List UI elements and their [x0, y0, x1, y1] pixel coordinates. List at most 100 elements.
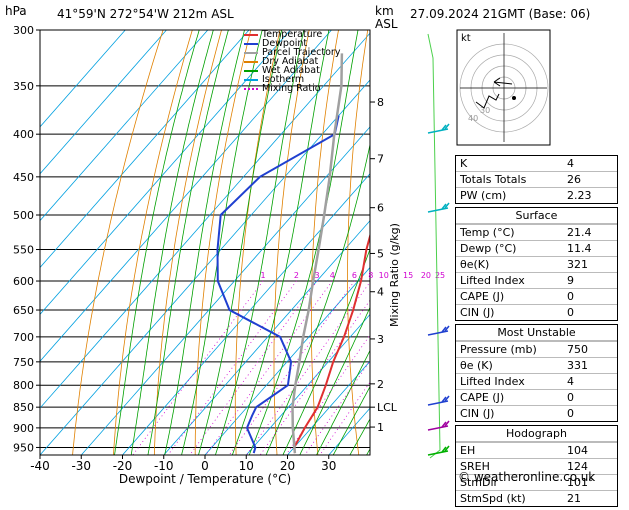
legend-swatch [244, 34, 258, 36]
hodograph-ring-label: 40 [468, 114, 478, 123]
row-value: 11.4 [567, 241, 613, 256]
mixing-ratio-label: 20 [421, 271, 431, 280]
wet-adiabat-line [115, 30, 200, 455]
pressure-tick-label: 850 [13, 401, 34, 414]
wind-staff [428, 34, 440, 458]
pressure-tick-label: 500 [13, 209, 34, 222]
mixing-ratio-label: 2 [294, 271, 299, 280]
km-tick-label: 8 [377, 96, 384, 109]
storm-marker [512, 96, 516, 100]
legend-swatch [244, 70, 258, 72]
dry-adiabat-line [417, 30, 441, 455]
row-value: 21.4 [567, 225, 613, 240]
table-row: EH 104 [456, 442, 617, 458]
row-label: CIN (J) [460, 406, 494, 421]
km-tick-label: 2 [377, 378, 384, 391]
row-value: 0 [567, 406, 613, 421]
temp-tick-label: -20 [113, 459, 133, 473]
row-value: 750 [567, 342, 613, 357]
table-row: Lifted Index 4 [456, 373, 617, 389]
wind-barb [428, 326, 449, 335]
wind-barb [428, 203, 449, 212]
km-tick-label: 3 [377, 333, 384, 346]
pressure-tick-label: 750 [13, 356, 34, 369]
row-value: 4 [567, 374, 613, 389]
temp-tick-label: -10 [154, 459, 174, 473]
row-label: CIN (J) [460, 305, 494, 320]
table-row: Temp (°C)21.4 [456, 224, 617, 240]
row-label: θe (K) [460, 358, 493, 373]
row-label: Lifted Index [460, 374, 525, 389]
pressure-tick-label: 350 [13, 80, 34, 93]
temp-tick-label: 0 [201, 459, 209, 473]
row-label: CAPE (J) [460, 289, 504, 304]
wind-barb [428, 446, 449, 455]
pressure-tick-label: 800 [13, 379, 34, 392]
surface-title: Surface [456, 208, 617, 224]
row-value: 2.23 [567, 188, 613, 203]
isotherm-line [40, 30, 414, 455]
temp-tick-label: 30 [321, 459, 336, 473]
table-row: PW (cm) 2.23 [456, 187, 617, 203]
km-tick-label: LCL [377, 401, 398, 414]
legend-swatch [244, 43, 258, 45]
mixing-ratio-label: 6 [352, 271, 357, 280]
row-value: 21 [567, 491, 613, 506]
pressure-tick-label: 300 [13, 24, 34, 37]
row-label: Lifted Index [460, 273, 525, 288]
row-value: 9 [567, 273, 613, 288]
pressure-tick-label: 450 [13, 171, 34, 184]
table-row: Dewp (°C) 11.4 [456, 240, 617, 256]
legend-swatch [244, 52, 258, 54]
temp-tick-label: 10 [239, 459, 254, 473]
hodograph-title: Hodograph [456, 426, 617, 442]
row-label: EH [460, 443, 475, 458]
table-row: Pressure (mb) 750 [456, 341, 617, 357]
row-label: CAPE (J) [460, 390, 504, 405]
temp-tick-label: 20 [280, 459, 295, 473]
table-row: StmSpd (kt)21 [456, 490, 617, 506]
row-value: 0 [567, 305, 613, 320]
row-label: PW (cm) [460, 188, 506, 203]
isotherm-line [0, 30, 290, 455]
wet-adiabat-line [148, 30, 229, 455]
row-label: K [460, 156, 467, 171]
dry-adiabat-line [73, 30, 164, 455]
row-label: Pressure (mb) [460, 342, 537, 357]
table-row: CIN (J) 0 [456, 304, 617, 320]
pressure-tick-label: 650 [13, 304, 34, 317]
most-unstable-title: Most Unstable [456, 325, 617, 341]
row-value: 4 [567, 156, 613, 171]
wet-adiabat-line [182, 30, 263, 455]
wind-barb [428, 396, 449, 405]
pressure-tick-label: 700 [13, 331, 34, 344]
table-row: Lifted Index 9 [456, 272, 617, 288]
table-row: θe (K) 331 [456, 357, 617, 373]
mixing-ratio-label: 1 [260, 271, 265, 280]
table-row: CAPE (J) 0 [456, 389, 617, 405]
legend-swatch [244, 79, 258, 81]
temp-tick-label: -40 [30, 459, 50, 473]
row-value: 0 [567, 390, 613, 405]
row-label: θe(K) [460, 257, 489, 272]
mixing-ratio-label: 4 [330, 271, 335, 280]
mixing-ratio-label: 3 [315, 271, 320, 280]
dry-adiabat-line [113, 30, 192, 455]
row-value: 331 [567, 358, 613, 373]
km-tick-label: 7 [377, 153, 384, 166]
legend-label: Mixing Ratio [262, 84, 321, 93]
row-label: Dewp (°C) [460, 241, 516, 256]
pressure-tick-label: 600 [13, 275, 34, 288]
wind-barb [428, 421, 449, 430]
mixing-ratio-label: 15 [403, 271, 413, 280]
row-value: 0 [567, 289, 613, 304]
legend-swatch [244, 61, 258, 63]
wet-adiabat-line [165, 30, 245, 455]
row-value: 104 [567, 443, 613, 458]
